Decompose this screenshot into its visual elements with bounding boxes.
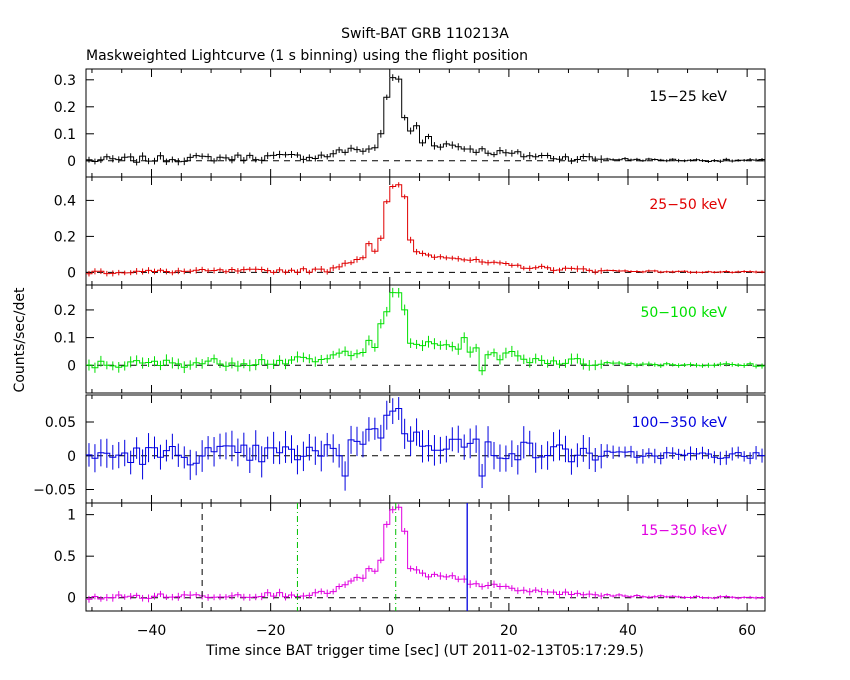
panel-frame: [85, 394, 766, 504]
y-tick-label: −0.05: [33, 483, 76, 499]
x-tick-label: 20: [500, 623, 518, 639]
panel-frame: [85, 284, 766, 394]
y-tick-label: 0.05: [45, 415, 76, 431]
y-tick-label: 0.4: [54, 193, 76, 209]
x-tick-label: 0: [385, 623, 394, 639]
panel-frame: [85, 176, 766, 286]
y-tick-label: 0.2: [54, 100, 76, 116]
lightcurve-series: [86, 292, 765, 372]
x-tick-label: −20: [256, 623, 286, 639]
lightcurve-series: [86, 506, 765, 600]
y-axis-label: Counts/sec/det: [12, 287, 28, 392]
y-tick-label: 0: [67, 358, 76, 374]
band-label: 15−25 keV: [649, 89, 727, 105]
x-tick-label: 60: [738, 623, 756, 639]
lightcurve-series: [86, 184, 765, 275]
x-tick-label: 40: [619, 623, 637, 639]
y-tick-label: 0.1: [54, 331, 76, 347]
y-tick-label: 0.1: [54, 127, 76, 143]
band-label: 15−350 keV: [640, 523, 727, 539]
y-tick-label: 0.2: [54, 303, 76, 319]
y-tick-label: 0.3: [54, 73, 76, 89]
y-tick-label: 0.5: [54, 549, 76, 565]
x-tick-label: −40: [137, 623, 167, 639]
panel-frame: [85, 502, 766, 612]
panel-5: 0 0.5 1 15−350 keV −40 −20 0 20 40 60: [54, 502, 766, 639]
band-label: 50−100 keV: [640, 305, 727, 321]
band-label: 25−50 keV: [649, 197, 727, 213]
chart-title: Swift-BAT GRB 110213A: [341, 26, 509, 42]
panel-2: 0 0.2 0.4 25−50 keV: [54, 176, 766, 286]
x-axis-label: Time since BAT trigger time [sec] (UT 20…: [205, 643, 644, 659]
y-tick-label: 1: [67, 508, 76, 524]
lightcurve-series: [86, 408, 765, 477]
y-tick-label: 0: [67, 591, 76, 607]
y-tick-label: 0: [67, 265, 76, 281]
y-tick-label: 0: [67, 154, 76, 170]
y-tick-label: 0: [67, 449, 76, 465]
band-label: 100−350 keV: [632, 415, 728, 431]
panel-1: 0 0.1 0.2 0.3 15−25 keV: [54, 68, 766, 178]
y-tick-label: 0.2: [54, 229, 76, 245]
panel-4: −0.05 0 0.05 100−350 keV: [33, 394, 766, 504]
chart-subtitle: Maskweighted Lightcurve (1 s binning) us…: [86, 48, 528, 64]
panel-3: 0 0.1 0.2 50−100 keV: [54, 284, 766, 394]
